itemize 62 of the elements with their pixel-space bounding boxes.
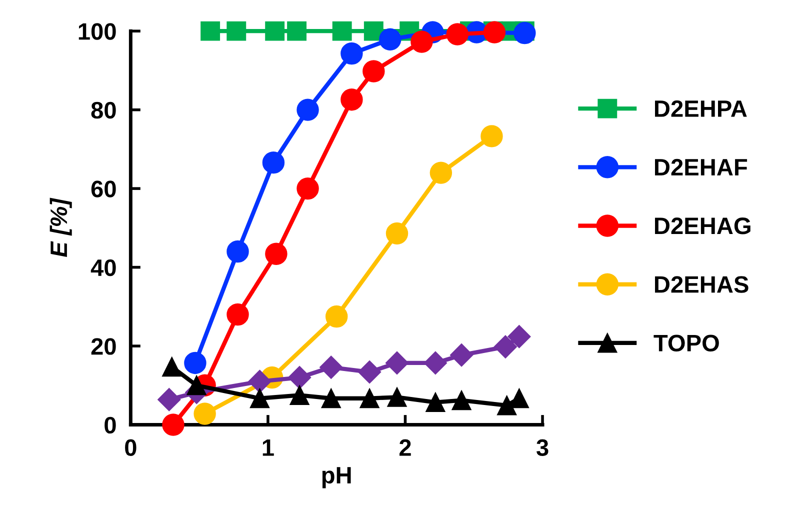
point [358, 360, 382, 384]
x-tick-label: 2 [399, 439, 411, 456]
point [200, 21, 220, 41]
point [226, 303, 249, 326]
point [387, 387, 407, 407]
point [320, 356, 343, 379]
x-tick-label: 0 [125, 439, 136, 456]
point [450, 344, 474, 367]
point [508, 325, 531, 348]
point [296, 177, 319, 200]
point [379, 28, 402, 50]
point [424, 351, 447, 374]
point [430, 162, 452, 184]
legend-label: D2EHAS [655, 276, 748, 293]
point [452, 390, 472, 410]
x-tick-label: 1 [262, 440, 274, 456]
point [360, 388, 380, 408]
point [288, 366, 312, 390]
point [290, 386, 310, 405]
point [386, 222, 408, 245]
point [226, 21, 246, 41]
point [332, 21, 352, 41]
legend-label: D2EHAF [655, 158, 748, 176]
point [158, 388, 181, 412]
point [248, 370, 272, 393]
point [265, 21, 285, 41]
point [162, 357, 182, 377]
point [186, 376, 206, 396]
point [410, 30, 433, 53]
point [194, 402, 216, 425]
y-tick-label: 80 [91, 102, 116, 119]
y-axis-title: E [%] [50, 198, 72, 258]
point [262, 151, 285, 174]
point [265, 242, 288, 266]
legend-label: D2EHAG [655, 218, 750, 234]
point [250, 388, 270, 408]
point [480, 125, 503, 148]
point [386, 351, 408, 374]
point [494, 335, 517, 358]
point [446, 23, 469, 46]
y-tick-label: 40 [90, 259, 116, 276]
point [364, 21, 384, 41]
y-tick-label: 60 [91, 180, 116, 198]
point [321, 388, 341, 408]
point [287, 21, 307, 41]
legend-label: TOPO [654, 334, 719, 352]
x-axis-title: pH [322, 467, 351, 488]
point [184, 352, 206, 374]
point [296, 98, 319, 121]
point [325, 305, 348, 328]
y-tick-label: 100 [78, 23, 116, 40]
y-tick-label: 0 [104, 416, 116, 434]
point [497, 396, 517, 416]
point [226, 240, 249, 263]
legend-label: D2EHPA [655, 100, 747, 117]
point [362, 60, 385, 82]
y-tick-label: 20 [91, 338, 116, 355]
point [340, 88, 363, 111]
x-tick-label: 3 [536, 439, 548, 456]
point [162, 414, 184, 436]
point [426, 392, 446, 412]
point [340, 42, 363, 65]
